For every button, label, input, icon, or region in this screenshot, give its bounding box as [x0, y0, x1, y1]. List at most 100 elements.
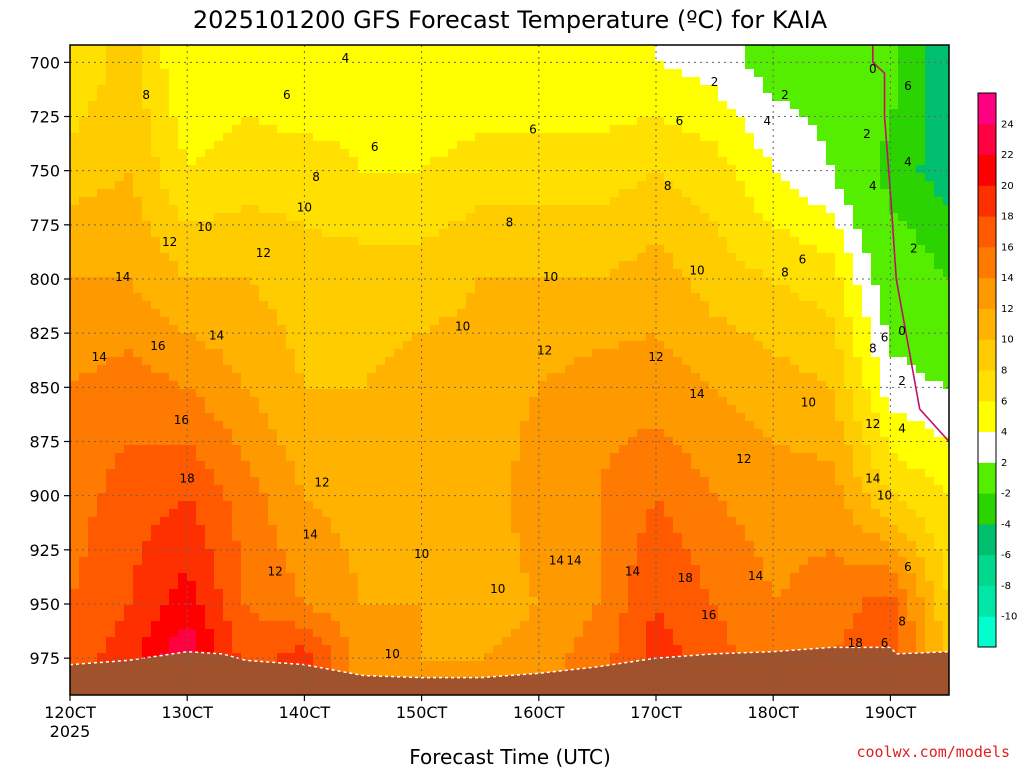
- heat-cell: [124, 301, 134, 310]
- heat-cell: [448, 341, 458, 350]
- heat-cell: [583, 189, 593, 198]
- heat-cell: [403, 173, 413, 182]
- heat-cell: [511, 589, 521, 598]
- heat-cell: [205, 253, 215, 262]
- heat-cell: [493, 69, 503, 78]
- heat-cell: [502, 333, 512, 342]
- heat-cell: [547, 309, 557, 318]
- heat-cell: [250, 197, 260, 206]
- heat-cell: [313, 461, 323, 470]
- heat-cell: [322, 221, 332, 230]
- heat-cell: [286, 309, 296, 318]
- heat-cell: [268, 253, 278, 262]
- heat-cell: [394, 621, 404, 630]
- heat-cell: [511, 141, 521, 150]
- heat-cell: [259, 621, 269, 630]
- heat-cell: [88, 477, 98, 486]
- heat-cell: [268, 309, 278, 318]
- heat-cell: [223, 413, 233, 422]
- heat-cell: [133, 189, 143, 198]
- heat-cell: [97, 325, 107, 334]
- heat-cell: [466, 109, 476, 118]
- heat-cell: [187, 645, 197, 654]
- heat-cell: [223, 365, 233, 374]
- heat-cell: [232, 429, 242, 438]
- heat-cell: [70, 197, 80, 206]
- heat-cell: [214, 341, 224, 350]
- heat-cell: [511, 109, 521, 118]
- heat-cell: [277, 565, 287, 574]
- heat-cell: [133, 589, 143, 598]
- heat-cell: [97, 85, 107, 94]
- heat-cell: [511, 461, 521, 470]
- heat-cell: [142, 45, 152, 54]
- heat-cell: [583, 357, 593, 366]
- heat-cell: [88, 453, 98, 462]
- heat-cell: [376, 333, 386, 342]
- heat-cell: [142, 389, 152, 398]
- heat-cell: [448, 605, 458, 614]
- heat-cell: [493, 293, 503, 302]
- heat-cell: [421, 189, 431, 198]
- heat-cell: [133, 517, 143, 526]
- heat-cell: [70, 253, 80, 262]
- heat-cell: [574, 45, 584, 54]
- heat-cell: [169, 205, 179, 214]
- heat-cell: [142, 453, 152, 462]
- heat-cell: [295, 45, 305, 54]
- heat-cell: [223, 261, 233, 270]
- heat-cell: [592, 509, 602, 518]
- heat-cell: [115, 205, 125, 214]
- heat-cell: [376, 221, 386, 230]
- heat-cell: [295, 357, 305, 366]
- heat-cell: [520, 389, 530, 398]
- heat-cell: [295, 69, 305, 78]
- heat-cell: [259, 589, 269, 598]
- heat-cell: [178, 429, 188, 438]
- heat-cell: [610, 181, 620, 190]
- heat-cell: [160, 309, 170, 318]
- heat-cell: [574, 437, 584, 446]
- heat-cell: [394, 93, 404, 102]
- heat-cell: [583, 85, 593, 94]
- heat-cell: [466, 205, 476, 214]
- heat-cell: [178, 629, 188, 638]
- heat-cell: [358, 637, 368, 646]
- heat-cell: [583, 237, 593, 246]
- heat-cell: [412, 157, 422, 166]
- heat-cell: [97, 285, 107, 294]
- heat-cell: [295, 485, 305, 494]
- heat-cell: [421, 629, 431, 638]
- heat-cell: [160, 533, 170, 542]
- heat-cell: [520, 141, 530, 150]
- heat-cell: [277, 525, 287, 534]
- heat-cell: [133, 197, 143, 206]
- heat-cell: [493, 613, 503, 622]
- heat-cell: [349, 605, 359, 614]
- heat-cell: [601, 501, 611, 510]
- heat-cell: [475, 245, 485, 254]
- heat-cell: [583, 333, 593, 342]
- heat-cell: [295, 629, 305, 638]
- heat-cell: [331, 549, 341, 558]
- heat-cell: [187, 77, 197, 86]
- heat-cell: [457, 301, 467, 310]
- heat-cell: [79, 621, 89, 630]
- heat-cell: [556, 133, 566, 142]
- heat-cell: [547, 469, 557, 478]
- heat-cell: [70, 45, 80, 54]
- heat-cell: [79, 469, 89, 478]
- heat-cell: [340, 69, 350, 78]
- heat-cell: [88, 381, 98, 390]
- heat-cell: [331, 173, 341, 182]
- heat-cell: [241, 629, 251, 638]
- heat-cell: [529, 77, 539, 86]
- heat-cell: [412, 285, 422, 294]
- heat-cell: [538, 637, 548, 646]
- heat-cell: [376, 77, 386, 86]
- heat-cell: [502, 589, 512, 598]
- heat-cell: [394, 421, 404, 430]
- heat-cell: [511, 405, 521, 414]
- heat-cell: [70, 181, 80, 190]
- heat-cell: [367, 189, 377, 198]
